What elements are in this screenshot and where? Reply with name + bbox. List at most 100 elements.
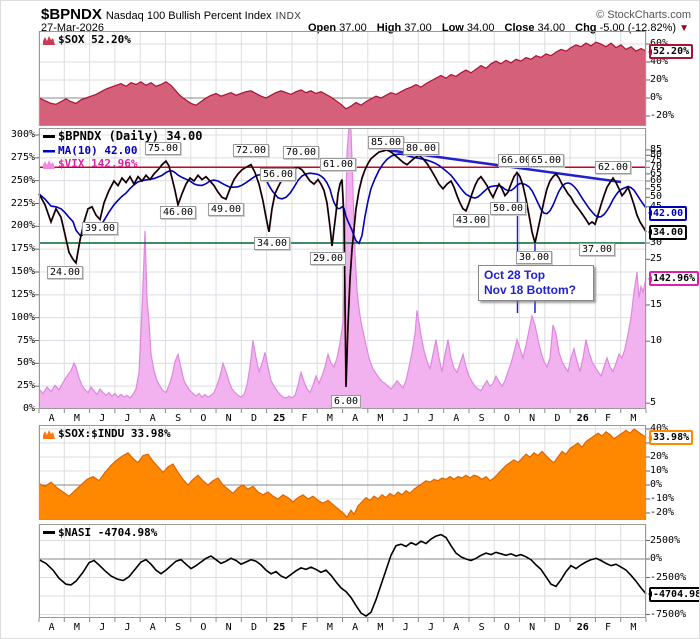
bpndx-value-badge: 34.00 bbox=[647, 224, 688, 240]
legend-vix: $VIX 142.96% bbox=[43, 157, 137, 170]
nasi-panel bbox=[38, 524, 650, 618]
x-axis-month-label: N bbox=[225, 413, 232, 424]
y-axis-tick-label: 200% bbox=[10, 220, 35, 232]
x-axis-month-label: N bbox=[529, 413, 536, 424]
x-axis-month-label: M bbox=[630, 413, 637, 424]
x-axis-month-label: S bbox=[175, 622, 182, 633]
exchange-label: INDX bbox=[275, 11, 302, 22]
annotation-box: Oct 28 Top Nov 18 Bottom? bbox=[478, 265, 594, 301]
x-axis-month-label: O bbox=[503, 622, 510, 633]
price-label: 30.00 bbox=[515, 251, 553, 264]
y-axis-tick-label: 60% bbox=[650, 38, 668, 50]
y-axis-tick-label: 0% bbox=[650, 553, 663, 564]
price-label: 72.00 bbox=[232, 144, 270, 157]
y-axis-tick-label: 0% bbox=[650, 479, 663, 490]
price-label: 6.00 bbox=[330, 395, 362, 408]
legend-ma-label: MA(10) 42.00 bbox=[58, 144, 138, 157]
y-axis-tick-label: 10 bbox=[650, 335, 663, 347]
legend-nasi: $NASI -4704.98% bbox=[43, 526, 157, 539]
y-axis-tick-label: 20% bbox=[650, 451, 669, 462]
x-axis-month-label: A bbox=[149, 622, 156, 633]
annotation-line2: Nov 18 Bottom? bbox=[484, 283, 577, 297]
x-axis-month-label: A bbox=[352, 622, 359, 633]
price-label: 50.00 bbox=[489, 202, 527, 215]
line-series-icon bbox=[43, 530, 55, 534]
x-axis-month-label: D bbox=[250, 413, 257, 424]
y-axis-tick-label: 100% bbox=[10, 311, 35, 323]
annotation-line1: Oct 28 Top bbox=[484, 268, 546, 282]
y-axis-tick-label: 175% bbox=[10, 243, 35, 255]
price-label: 49.00 bbox=[207, 203, 245, 216]
x-axis-month-label: A bbox=[48, 413, 55, 424]
x-axis-month-label: M bbox=[377, 413, 384, 424]
price-label: 85.00 bbox=[367, 136, 405, 149]
legend-sox: $SOX 52.20% bbox=[43, 33, 131, 46]
x-axis-month-label: D bbox=[250, 622, 257, 633]
y-axis-tick-label: -7500% bbox=[650, 608, 687, 620]
x-axis-month-label: J bbox=[428, 622, 435, 633]
y-axis-tick-label: 50% bbox=[16, 357, 35, 369]
y-axis-tick-label: 40% bbox=[650, 423, 669, 434]
y-axis-tick-label: 70 bbox=[650, 161, 663, 173]
x-axis-month-label: N bbox=[529, 622, 536, 633]
x-axis-month-label: S bbox=[478, 622, 485, 633]
x-axis-month-label: S bbox=[478, 413, 485, 424]
y-axis-tick-label: 0% bbox=[650, 92, 663, 103]
x-axis-month-label: F bbox=[605, 622, 612, 633]
y-axis-tick-label: 150% bbox=[10, 266, 35, 277]
x-axis-month-label: F bbox=[301, 622, 308, 633]
price-label: 39.00 bbox=[81, 222, 119, 235]
ticker-symbol: $BPNDX bbox=[41, 6, 102, 23]
y-axis-tick-label: 10% bbox=[650, 465, 669, 476]
y-axis-tick-label: -2500% bbox=[650, 571, 687, 583]
down-arrow-icon: ▼ bbox=[679, 23, 689, 34]
y-axis-tick-label: 85 bbox=[650, 143, 663, 155]
legend-bpndx-label: $BPNDX (Daily) 34.00 bbox=[58, 129, 203, 143]
x-axis-month-label: J bbox=[402, 413, 409, 424]
x-axis-month-label: M bbox=[326, 413, 333, 424]
x-axis-month-label: A bbox=[149, 413, 156, 424]
x-axis-month-label: M bbox=[377, 622, 384, 633]
x-axis-month-label: M bbox=[73, 413, 80, 424]
x-axis-month-label: M bbox=[326, 622, 333, 633]
x-axis-month-label: 26 bbox=[576, 622, 589, 633]
sox-value-badge: 52.20% bbox=[647, 44, 694, 60]
price-label: 29.00 bbox=[309, 252, 347, 265]
y-axis-tick-label: 275% bbox=[10, 151, 35, 163]
y-axis-tick-label: 300% bbox=[10, 129, 35, 140]
x-axis-month-label: F bbox=[301, 413, 308, 424]
y-axis-tick-label: 55 bbox=[650, 182, 663, 194]
x-axis-month-label: O bbox=[503, 413, 510, 424]
y-axis-tick-label: 0% bbox=[22, 403, 35, 414]
sox-panel bbox=[38, 31, 650, 126]
legend-vix-label: $VIX 142.96% bbox=[58, 157, 138, 170]
y-axis-tick-label: 125% bbox=[10, 288, 35, 300]
x-axis-month-label: J bbox=[124, 413, 131, 424]
y-axis-tick-label: 25 bbox=[650, 253, 663, 265]
x-axis-month-label: J bbox=[99, 622, 106, 633]
chart-header: $BPNDX Nasdaq 100 Bullish Percent Index IN… bbox=[41, 6, 301, 24]
y-axis-tick-label: 25% bbox=[16, 380, 35, 392]
vix-value-badge: 142.96% bbox=[647, 271, 699, 287]
x-axis-month-label: O bbox=[200, 622, 207, 633]
y-axis-tick-label: 50 bbox=[650, 191, 663, 203]
legend-sox-indu: $SOX:$INDU 33.98% bbox=[43, 427, 171, 440]
y-axis-tick-label: 40% bbox=[650, 56, 669, 67]
legend-nasi-label: $NASI -4704.98% bbox=[58, 526, 158, 539]
y-axis-tick-label: 20% bbox=[650, 74, 669, 85]
legend-sox-label: $SOX 52.20% bbox=[58, 33, 131, 46]
copyright-text: © StockCharts.com bbox=[596, 9, 691, 21]
y-axis-tick-label: 80 bbox=[650, 149, 663, 161]
area-series-icon bbox=[43, 429, 55, 439]
y-axis-tick-label: 225% bbox=[10, 197, 35, 209]
y-axis-tick-label: 75 bbox=[650, 155, 663, 167]
y-axis-tick-label: -20% bbox=[650, 507, 675, 518]
price-label: 65.00 bbox=[527, 154, 565, 167]
x-axis-month-label: J bbox=[124, 622, 131, 633]
x-axis-month-label: M bbox=[73, 622, 80, 633]
x-axis-month-label: S bbox=[175, 413, 182, 424]
y-axis-tick-label: 75% bbox=[16, 334, 35, 346]
nasi-value-badge: -4704.98% bbox=[647, 586, 699, 602]
x-axis-month-label: 25 bbox=[273, 413, 286, 424]
sox-indu-value-badge: 33.98% bbox=[647, 430, 694, 446]
